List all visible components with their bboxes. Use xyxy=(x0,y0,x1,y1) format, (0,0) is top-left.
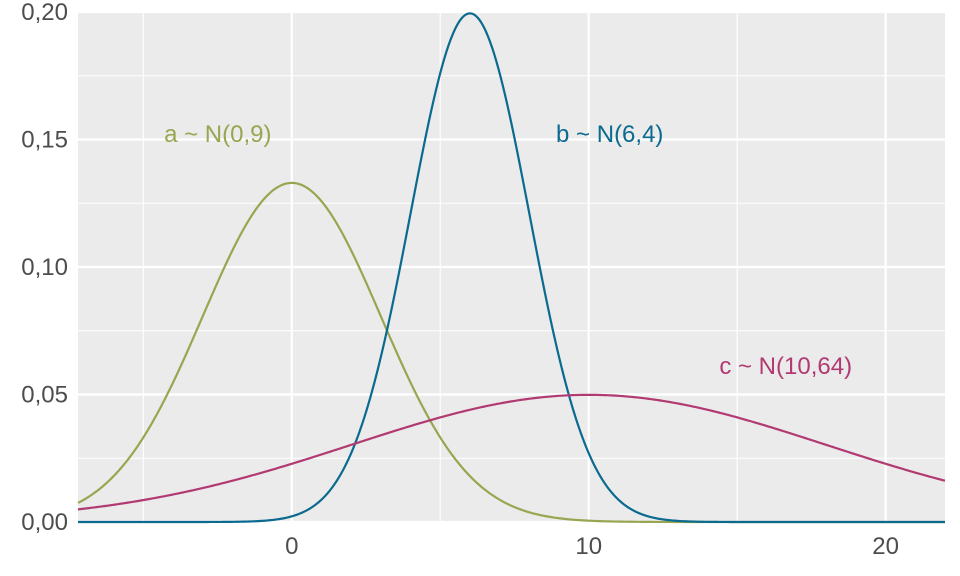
y-tick-label: 0,15 xyxy=(21,127,68,154)
x-tick-label: 0 xyxy=(285,533,298,560)
y-axis-tick-labels: 0,00 0,05 0,10 0,15 0,20 xyxy=(21,0,68,536)
series-label-1: a ~ N(0,9) xyxy=(164,121,271,148)
y-tick-label: 0,00 xyxy=(21,509,68,536)
density-curve-2 xyxy=(78,12,945,524)
density-curves xyxy=(77,12,946,524)
x-tick-label: 10 xyxy=(575,533,602,560)
x-tick-label: 20 xyxy=(872,533,899,560)
series-label-2: b ~ N(6,4) xyxy=(556,121,663,148)
y-tick-label: 0,20 xyxy=(21,0,68,26)
series-label-3: c ~ N(10,64) xyxy=(719,353,852,380)
x-axis-tick-labels: 0 10 20 xyxy=(285,533,899,560)
y-tick-label: 0,10 xyxy=(21,254,68,281)
y-tick-label: 0,05 xyxy=(21,382,68,409)
series-labels: a ~ N(0,9) b ~ N(6,4) c ~ N(10,64) xyxy=(164,121,852,380)
density-curve-3 xyxy=(77,393,946,511)
